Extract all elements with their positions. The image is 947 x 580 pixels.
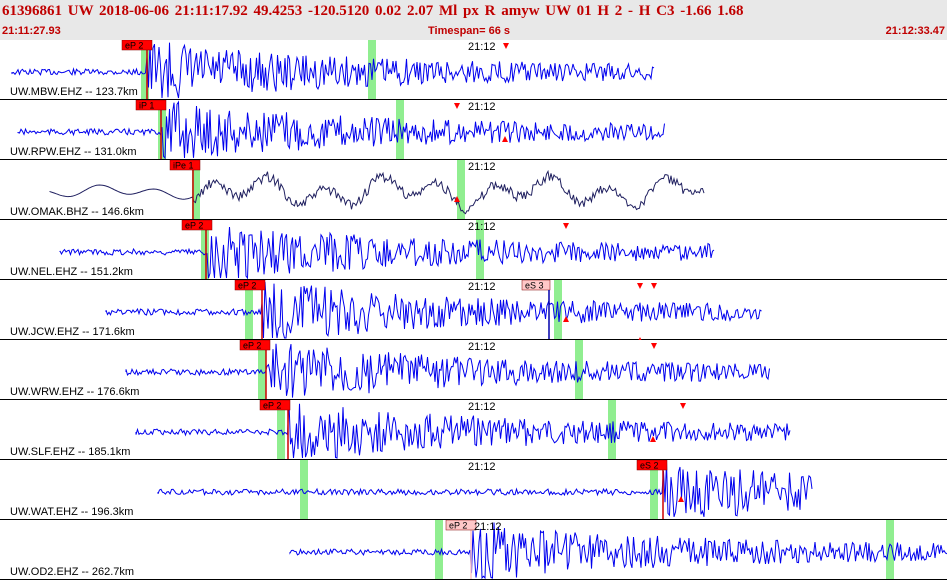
pick-label-box	[169, 160, 201, 171]
analysis-window-marker	[141, 40, 149, 99]
start-time: 21:11:27.93	[2, 25, 61, 37]
phase-marker-icon	[563, 316, 569, 322]
waveform-trace	[135, 401, 791, 459]
phase-marker-icon	[638, 337, 642, 340]
phase-marker-icon	[502, 136, 508, 142]
pick-label-box	[445, 520, 477, 531]
waveform-trace	[11, 42, 655, 99]
minute-mark: 21:12	[468, 281, 496, 293]
seismogram-panel-jcw[interactable]: eP 2 eS 3 21:12 UW.JCW.EHZ -- 171.6km	[0, 280, 947, 340]
station-label: UW.OD2.EHZ -- 262.7km	[10, 566, 135, 578]
station-label: UW.WAT.EHZ -- 196.3km	[10, 506, 134, 518]
minute-mark: 21:12	[468, 101, 496, 113]
seismogram-panel-omak[interactable]: iPe 1 21:12 UW.OMAK.BHZ -- 146.6km	[0, 160, 947, 220]
seismogram-panel-nel[interactable]: eP 2 21:12 UW.NEL.EHZ -- 151.2km	[0, 220, 947, 280]
analysis-window-marker	[277, 400, 285, 459]
station-label: UW.NEL.EHZ -- 151.2km	[10, 266, 133, 278]
analysis-window-marker	[192, 160, 200, 219]
seismogram-panel-wrw[interactable]: eP 2 21:12 UW.WRW.EHZ -- 176.6km	[0, 340, 947, 400]
phase-marker-icon	[637, 283, 643, 289]
pick-label-box	[234, 280, 266, 291]
phase-marker-icon	[563, 223, 569, 229]
phase-marker-icon	[651, 343, 657, 349]
waveform-trace	[289, 522, 947, 580]
phase-marker-icon	[680, 403, 686, 409]
station-label: UW.SLF.EHZ -- 185.1km	[10, 446, 131, 458]
phase-marker-icon	[651, 283, 657, 289]
pick-label: eS 2	[640, 461, 659, 471]
pick-label-box	[135, 100, 167, 111]
analysis-window-marker	[650, 460, 658, 519]
waveform-canvas: eP 2 eS 3	[105, 280, 762, 340]
timespan-label: Timespan= 66 s	[428, 25, 511, 37]
station-label: UW.JCW.EHZ -- 171.6km	[10, 326, 135, 338]
pick-label-box	[259, 400, 291, 411]
pick-label: eP 2	[125, 41, 143, 51]
analysis-window-marker	[396, 100, 404, 159]
waveform-canvas: eP 2	[59, 220, 715, 280]
pick-label: eP 2	[263, 401, 281, 411]
analysis-window-marker	[575, 340, 583, 399]
analysis-window-marker	[368, 40, 376, 99]
pick-label-box	[239, 340, 271, 351]
pick-label: eP 2	[243, 341, 261, 351]
minute-mark: 21:12	[474, 521, 502, 533]
pick-label: iP 1	[139, 101, 154, 111]
event-header: 61396861 UW 2018-06-06 21:11:17.92 49.42…	[0, 0, 947, 40]
seismogram-panel-wat[interactable]: eS 2 21:12 UW.WAT.EHZ -- 196.3km	[0, 460, 947, 520]
waveform-canvas: iPe 1	[49, 160, 705, 219]
pick-label: iPe 1	[173, 161, 194, 171]
analysis-window-marker	[457, 160, 465, 219]
station-label: UW.RPW.EHZ -- 131.0km	[10, 146, 137, 158]
minute-mark: 21:12	[468, 341, 496, 353]
s-pick-label: eS 3	[525, 281, 544, 291]
end-time: 21:12:33.47	[885, 25, 945, 37]
waveform-canvas: eP 2	[125, 340, 770, 399]
station-label: UW.OMAK.BHZ -- 146.6km	[10, 206, 144, 218]
analysis-window-marker	[258, 340, 266, 399]
waveform-canvas: eS 2	[157, 460, 813, 519]
waveform-trace	[17, 100, 665, 160]
minute-mark: 21:12	[468, 41, 496, 53]
pick-label: eP 2	[238, 281, 256, 291]
analysis-window-marker	[201, 220, 209, 279]
seismogram-panel-od2[interactable]: eP 2 21:12 UW.OD2.EHZ -- 262.7km	[0, 520, 947, 580]
waveform-trace	[105, 281, 762, 339]
minute-mark: 21:12	[468, 401, 496, 413]
pick-label-box	[121, 40, 153, 51]
pick-label-box	[636, 460, 668, 471]
minute-mark: 21:12	[468, 161, 496, 173]
analysis-window-marker	[300, 460, 308, 519]
waveform-trace	[59, 226, 715, 280]
minute-mark: 21:12	[468, 461, 496, 473]
station-label: UW.MBW.EHZ -- 123.7km	[10, 86, 138, 98]
pick-label-box	[181, 220, 213, 231]
phase-marker-icon	[503, 43, 509, 49]
waveform-canvas: eP 2	[11, 40, 655, 99]
phase-marker-icon	[678, 496, 684, 502]
event-summary: 61396861 UW 2018-06-06 21:11:17.92 49.42…	[2, 3, 744, 19]
analysis-window-marker	[886, 520, 894, 579]
waveform-trace	[125, 343, 770, 398]
analysis-window-marker	[476, 220, 484, 279]
phase-marker-icon	[454, 196, 460, 202]
station-label: UW.WRW.EHZ -- 176.6km	[10, 386, 140, 398]
waveform-canvas: eP 2	[135, 400, 791, 459]
phase-marker-icon	[454, 103, 460, 109]
seismogram-panel-slf[interactable]: eP 2 21:12 UW.SLF.EHZ -- 185.1km	[0, 400, 947, 460]
seismogram-panels: eP 2 21:12 UW.MBW.EHZ -- 123.7km iP 1 21…	[0, 40, 947, 580]
waveform-canvas: eP 2	[289, 520, 947, 580]
pick-label: eP 2	[449, 521, 467, 531]
analysis-window-marker	[245, 280, 253, 339]
seismogram-panel-mbw[interactable]: eP 2 21:12 UW.MBW.EHZ -- 123.7km	[0, 40, 947, 100]
waveform-trace	[157, 461, 813, 518]
minute-mark: 21:12	[468, 221, 496, 233]
analysis-window-marker	[435, 520, 443, 579]
waveform-canvas: iP 1	[17, 100, 665, 160]
s-pick-label-box	[521, 280, 551, 291]
seismogram-panel-rpw[interactable]: iP 1 21:12 UW.RPW.EHZ -- 131.0km	[0, 100, 947, 160]
pick-label: eP 2	[185, 221, 203, 231]
waveform-trace	[49, 169, 705, 215]
phase-marker-icon	[650, 436, 656, 442]
